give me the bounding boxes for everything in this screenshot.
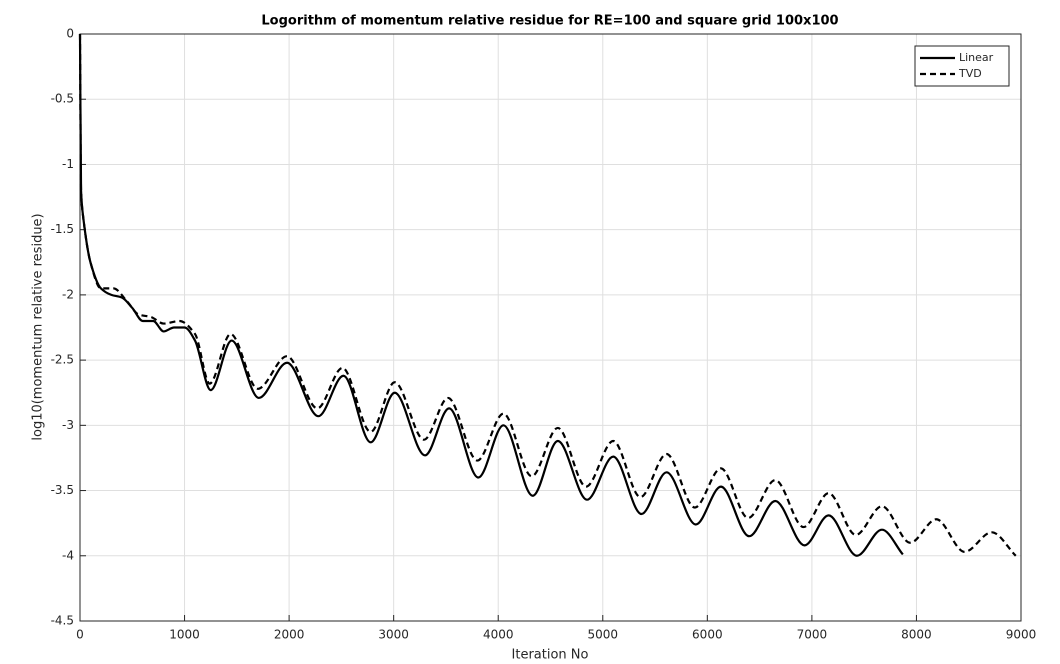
- x-axis-label: Iteration No: [512, 648, 589, 663]
- y-tick-label: -2.5: [51, 353, 74, 367]
- x-tick-label: 3000: [378, 628, 409, 642]
- x-tick-label: 2000: [274, 628, 305, 642]
- chart-title: Logorithm of momentum relative residue f…: [261, 14, 838, 29]
- x-tick-label: 0: [76, 628, 84, 642]
- x-tick-label: 9000: [1006, 628, 1037, 642]
- y-tick-label: -3.5: [51, 483, 74, 497]
- y-tick-label: -3: [62, 418, 74, 432]
- y-tick-label: 0: [66, 27, 74, 41]
- y-tick-label: -2: [62, 287, 74, 301]
- y-tick-label: -1.5: [51, 222, 74, 236]
- plot-frame: [79, 33, 1022, 622]
- x-tick-label: 1000: [169, 628, 200, 642]
- x-tick-label: 6000: [692, 628, 723, 642]
- y-tick-label: -4: [62, 548, 74, 562]
- legend-label: TVD: [958, 67, 982, 80]
- series-line: [78, 33, 1017, 557]
- x-tick-label: 5000: [588, 628, 619, 642]
- legend-label: Linear: [959, 51, 994, 64]
- x-tick-label: 4000: [483, 628, 514, 642]
- x-tick-label: 7000: [797, 628, 828, 642]
- x-tick-label: 8000: [901, 628, 932, 642]
- y-tick-label: -4.5: [51, 614, 74, 628]
- legend-box: [914, 45, 1010, 87]
- y-tick-label: -1: [62, 157, 74, 171]
- y-axis-label: log10(momentum relative residue): [31, 213, 46, 440]
- y-tick-label: -0.5: [51, 92, 74, 106]
